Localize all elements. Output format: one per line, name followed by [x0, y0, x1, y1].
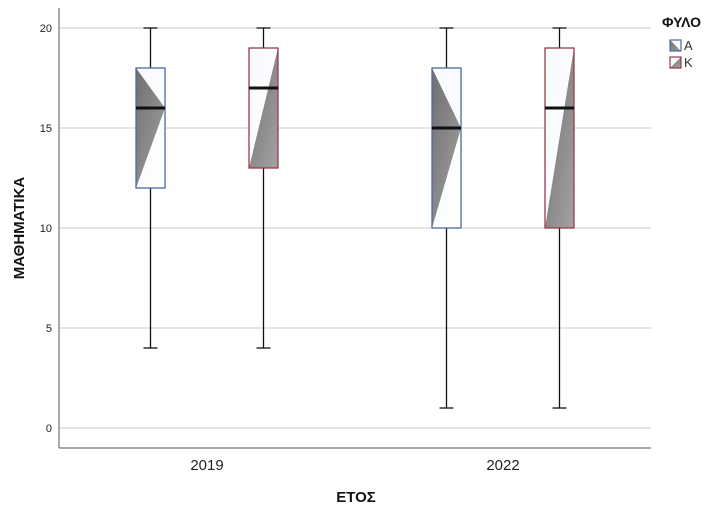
box-Κ-2019 [248, 47, 279, 169]
legend-title: ΦΥΛΟ [662, 14, 701, 30]
box-Κ-2022 [544, 47, 575, 229]
legend-swatch-pattern [670, 40, 681, 51]
x-tick-label: 2019 [190, 457, 223, 474]
y-tick-label: 15 [40, 123, 52, 135]
legend-swatch-pattern [670, 57, 681, 68]
x-tick-label: 2022 [486, 457, 519, 474]
x-axis-title: ΕΤΟΣ [336, 489, 376, 506]
legend-swatch-Κ [669, 56, 682, 69]
axes [58, 8, 651, 449]
legend: ΦΥΛΟ ΑΚ [662, 14, 701, 70]
box-pattern [545, 48, 574, 228]
legend-label-Κ: Κ [684, 55, 693, 70]
legend-label-Α: Α [684, 38, 693, 53]
box-pattern [432, 68, 461, 228]
y-tick-label: 10 [40, 223, 52, 235]
y-tick-label: 5 [46, 323, 52, 335]
y-axis-title: ΜΑΘΗΜΑΤΙΚΑ [11, 177, 28, 280]
box-pattern [249, 48, 278, 168]
box-Α-2022 [431, 67, 462, 229]
legend-swatch-Α [669, 39, 682, 52]
y-tick-label: 0 [46, 423, 52, 435]
box-Α-2019 [135, 67, 166, 189]
box-pattern [136, 68, 165, 188]
axis-labels: 0 5 10 15 20 2019 2022 [40, 23, 520, 474]
boxes [135, 27, 575, 409]
y-tick-label: 20 [40, 23, 52, 35]
